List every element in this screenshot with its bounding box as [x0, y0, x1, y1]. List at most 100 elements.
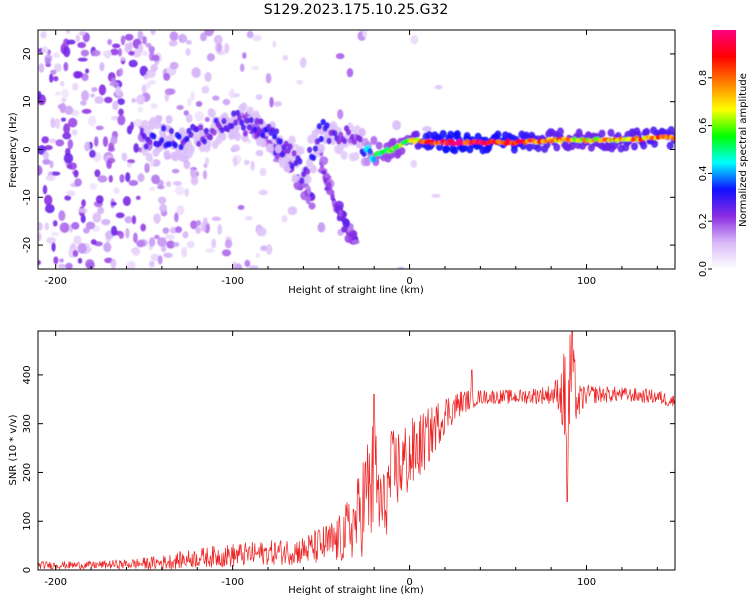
- spectrogram-cell: [176, 133, 182, 140]
- spectrogram-cell: [397, 266, 405, 269]
- spectrogram-cell: [326, 137, 332, 145]
- spectrogram-cell: [240, 102, 248, 112]
- spectrogram-cell: [108, 175, 113, 183]
- spectrogram-cell: [110, 48, 120, 56]
- spectrogram-cell: [147, 138, 153, 145]
- snr-x-axis-label: Height of straight line (km): [288, 585, 424, 596]
- spectrogram-cell: [38, 165, 43, 176]
- spectrogram-cell: [431, 193, 441, 199]
- spectrogram-cell: [335, 53, 345, 60]
- spectrogram-cell: [370, 135, 378, 145]
- spectrogram-cell: [195, 101, 203, 107]
- spectrogram-cell: [185, 113, 193, 123]
- spectrogram-cell: [159, 137, 165, 144]
- spectrogram-cell: [148, 79, 157, 86]
- spectrogram-cell: [670, 136, 675, 141]
- spectrogram-cell: [164, 88, 175, 96]
- spectrogram-cell: [55, 139, 65, 147]
- snr-y-tick-label: 0: [22, 567, 33, 573]
- spectrogram-cell: [358, 127, 366, 137]
- spectrogram-cell: [434, 84, 443, 90]
- spectrogram-cell: [191, 67, 201, 78]
- spectrogram-cell: [97, 206, 105, 215]
- spectrogram-cell: [259, 167, 267, 177]
- spectrogram-cell: [299, 57, 307, 69]
- spectrogram-cell: [204, 30, 215, 37]
- spectrogram-cell: [165, 115, 173, 125]
- spectrogram-cell: [338, 209, 343, 217]
- spectrogram-cell: [162, 227, 170, 234]
- spectrogram-cell: [109, 81, 120, 87]
- spectrogram-cell: [265, 72, 272, 84]
- spectrogram-cell: [150, 30, 156, 36]
- spectrogram-cell: [59, 102, 67, 114]
- spectrogram-cell: [115, 212, 125, 219]
- spectrogram-cell: [110, 225, 118, 237]
- spectrogram-cell: [202, 170, 208, 180]
- spectrogram-cell: [362, 30, 368, 38]
- spectrogram-cell: [195, 226, 202, 234]
- spectrogram-cell: [439, 129, 447, 138]
- spectrogram-cell: [77, 41, 86, 49]
- spectrogram-cell: [148, 237, 156, 247]
- spectrogram-cell: [250, 160, 255, 171]
- spectrogram-cell: [145, 152, 153, 162]
- spectrogram-cell: [332, 130, 338, 137]
- snr-frame: [37, 330, 676, 571]
- spectrogram-cell: [336, 138, 342, 145]
- spectrogram-cell: [71, 222, 80, 230]
- spectrogram-cell: [120, 57, 126, 62]
- spectrogram-cell: [137, 30, 144, 40]
- snr-panel: -200 -100 0 100 0 100 200 300 400 Height of str…: [8, 330, 676, 596]
- spectrogram-cell: [200, 32, 207, 42]
- spectrogram-cell: [367, 147, 373, 155]
- spectrogram-cell: [110, 258, 117, 269]
- spectrogram-x-ticks: -200 -100 0 100: [44, 30, 658, 287]
- spectrogram-cell: [309, 164, 317, 174]
- snr-y-tick-label: 200: [22, 463, 33, 482]
- spectrogram-cell: [121, 152, 128, 162]
- spectrogram-cell: [270, 127, 276, 134]
- spectrogram-cell: [73, 71, 81, 79]
- spectrogram-y-tick-label: 0: [22, 146, 33, 152]
- spectrogram-cell: [343, 219, 349, 226]
- spectrogram-cell: [151, 133, 157, 140]
- snr-x-tick-label: -200: [44, 577, 67, 588]
- spectrogram-cell: [92, 212, 102, 223]
- spectrogram-cell: [259, 138, 267, 148]
- spectrogram-cell: [525, 143, 533, 152]
- spectrogram-cell: [126, 162, 132, 168]
- spectrogram-cell: [221, 117, 227, 125]
- spectrogram-cell: [185, 40, 192, 45]
- spectrogram-cell: [269, 96, 274, 108]
- spectrogram-cell: [149, 186, 156, 192]
- spectrogram-cell: [62, 132, 72, 140]
- snr-x-tick-label: -100: [221, 577, 244, 588]
- spectrogram-cell: [198, 124, 204, 131]
- spectrogram-cell: [46, 237, 57, 244]
- spectrogram-cell: [237, 205, 245, 210]
- spectrogram-cell: [184, 135, 190, 143]
- spectrogram-cell: [72, 250, 79, 257]
- spectrogram-cell: [85, 262, 95, 269]
- spectrogram-cell: [94, 169, 101, 178]
- spectrogram-cell: [187, 97, 192, 107]
- spectrogram-cell: [110, 135, 118, 145]
- spectrogram-cell: [90, 93, 95, 98]
- spectrogram-cell: [256, 126, 262, 134]
- spectrogram-cell: [279, 151, 285, 158]
- spectrogram-cell: [234, 263, 243, 269]
- spectrogram-x-tick-label: -200: [44, 276, 67, 287]
- spectrogram-cell: [80, 49, 90, 57]
- spectrogram-cell: [258, 189, 268, 196]
- spectrogram-cell: [291, 173, 299, 183]
- spectrogram-cell: [128, 59, 138, 68]
- spectrogram-cell: [54, 118, 61, 129]
- spectrogram-cell: [67, 139, 74, 150]
- spectrogram-cell: [254, 117, 260, 125]
- spectrogram-cell: [50, 69, 57, 75]
- spectrogram-cell: [112, 43, 121, 49]
- spectrogram-cell: [194, 111, 205, 122]
- spectrogram-cell: [161, 125, 167, 132]
